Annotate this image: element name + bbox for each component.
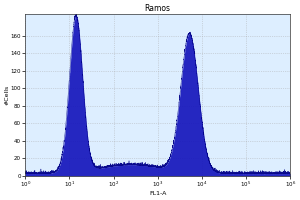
Title: Ramos: Ramos	[145, 4, 171, 13]
X-axis label: FL1-A: FL1-A	[149, 191, 166, 196]
Y-axis label: #Cells: #Cells	[4, 85, 9, 105]
